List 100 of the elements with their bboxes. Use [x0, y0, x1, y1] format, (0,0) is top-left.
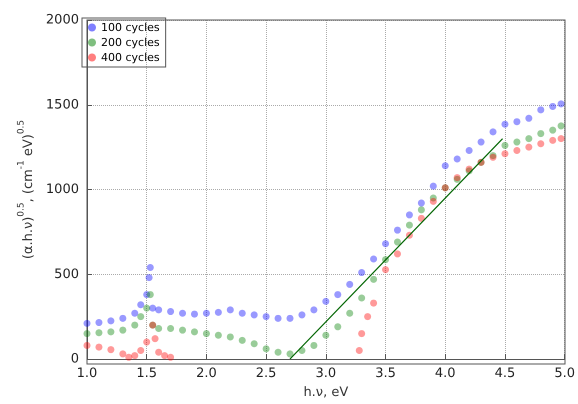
point [370, 255, 378, 262]
point [262, 313, 270, 320]
point [84, 320, 90, 327]
point [537, 106, 544, 114]
point [146, 274, 153, 282]
point [274, 314, 282, 322]
y-tick-label: 1500 [46, 97, 79, 112]
point [179, 310, 186, 317]
point [274, 348, 282, 356]
x-tick-label: 2.0 [196, 366, 217, 381]
point [537, 140, 544, 148]
x-tick-label: 4.5 [494, 366, 516, 381]
y-tick-label: 2000 [46, 12, 79, 28]
point [238, 310, 246, 317]
point [525, 135, 532, 142]
point [119, 350, 126, 358]
point [549, 126, 556, 134]
point [95, 329, 102, 336]
point [322, 332, 330, 339]
point [558, 122, 565, 130]
y-tick-label: 0 [70, 352, 79, 366]
point [430, 198, 437, 205]
point [454, 155, 461, 162]
point [131, 310, 138, 317]
point [466, 147, 473, 154]
point [430, 182, 437, 190]
point [137, 313, 144, 320]
point [501, 150, 508, 158]
point [152, 335, 159, 342]
point [525, 144, 532, 151]
point [250, 311, 258, 318]
point [161, 352, 168, 360]
y-tick-label: 1000 [46, 182, 79, 197]
point [364, 313, 372, 320]
point [131, 352, 138, 360]
x-tick-label: 1.0 [76, 366, 98, 381]
x-tick-label: 2.5 [256, 366, 276, 381]
point [107, 346, 114, 354]
point [478, 138, 485, 146]
point [558, 135, 565, 142]
point [119, 314, 126, 322]
y-tick-label: 500 [54, 266, 79, 282]
point [226, 306, 234, 314]
point [418, 200, 425, 207]
point [286, 350, 294, 358]
point [214, 332, 222, 339]
point [334, 323, 342, 330]
point [537, 130, 544, 138]
point [501, 142, 508, 149]
point [358, 294, 366, 302]
point [179, 326, 186, 334]
point [146, 264, 154, 271]
point [346, 280, 354, 288]
point [167, 354, 174, 361]
x-tick-label: 4.0 [434, 366, 456, 381]
point [286, 314, 294, 322]
point [406, 222, 413, 229]
point [250, 340, 258, 348]
point [513, 118, 520, 126]
point [382, 266, 390, 274]
point [167, 308, 174, 316]
point [262, 345, 270, 352]
point [146, 291, 154, 298]
point [549, 136, 556, 144]
point [137, 301, 144, 308]
point [513, 147, 520, 154]
x-tick-label: 3.5 [375, 366, 396, 381]
point [394, 226, 401, 234]
point [558, 100, 565, 108]
point [549, 102, 556, 110]
point [322, 298, 330, 305]
point [418, 206, 425, 214]
point [95, 319, 102, 326]
point [137, 347, 144, 354]
point [356, 347, 363, 354]
point [202, 310, 210, 317]
point [358, 330, 366, 338]
legend-label: 400 cycles [101, 51, 160, 64]
point [406, 211, 413, 218]
point [190, 328, 198, 336]
point [346, 310, 354, 317]
x-tick-label: 1.5 [136, 366, 158, 381]
point [131, 322, 138, 329]
point [107, 328, 114, 336]
legend-label: 200 cycles [101, 36, 160, 49]
point [214, 308, 222, 316]
point [334, 291, 342, 298]
point [513, 138, 520, 146]
point [155, 348, 162, 356]
point [298, 311, 306, 318]
point [167, 324, 174, 332]
x-tick-label: 3.0 [315, 366, 336, 381]
point [119, 326, 126, 334]
point [84, 330, 90, 338]
point [95, 344, 102, 351]
legend-label: 100 cycles [101, 21, 160, 34]
point [310, 306, 318, 314]
x-axis-title: h.ν, eV [303, 385, 348, 400]
point [394, 238, 401, 246]
point [143, 304, 150, 312]
